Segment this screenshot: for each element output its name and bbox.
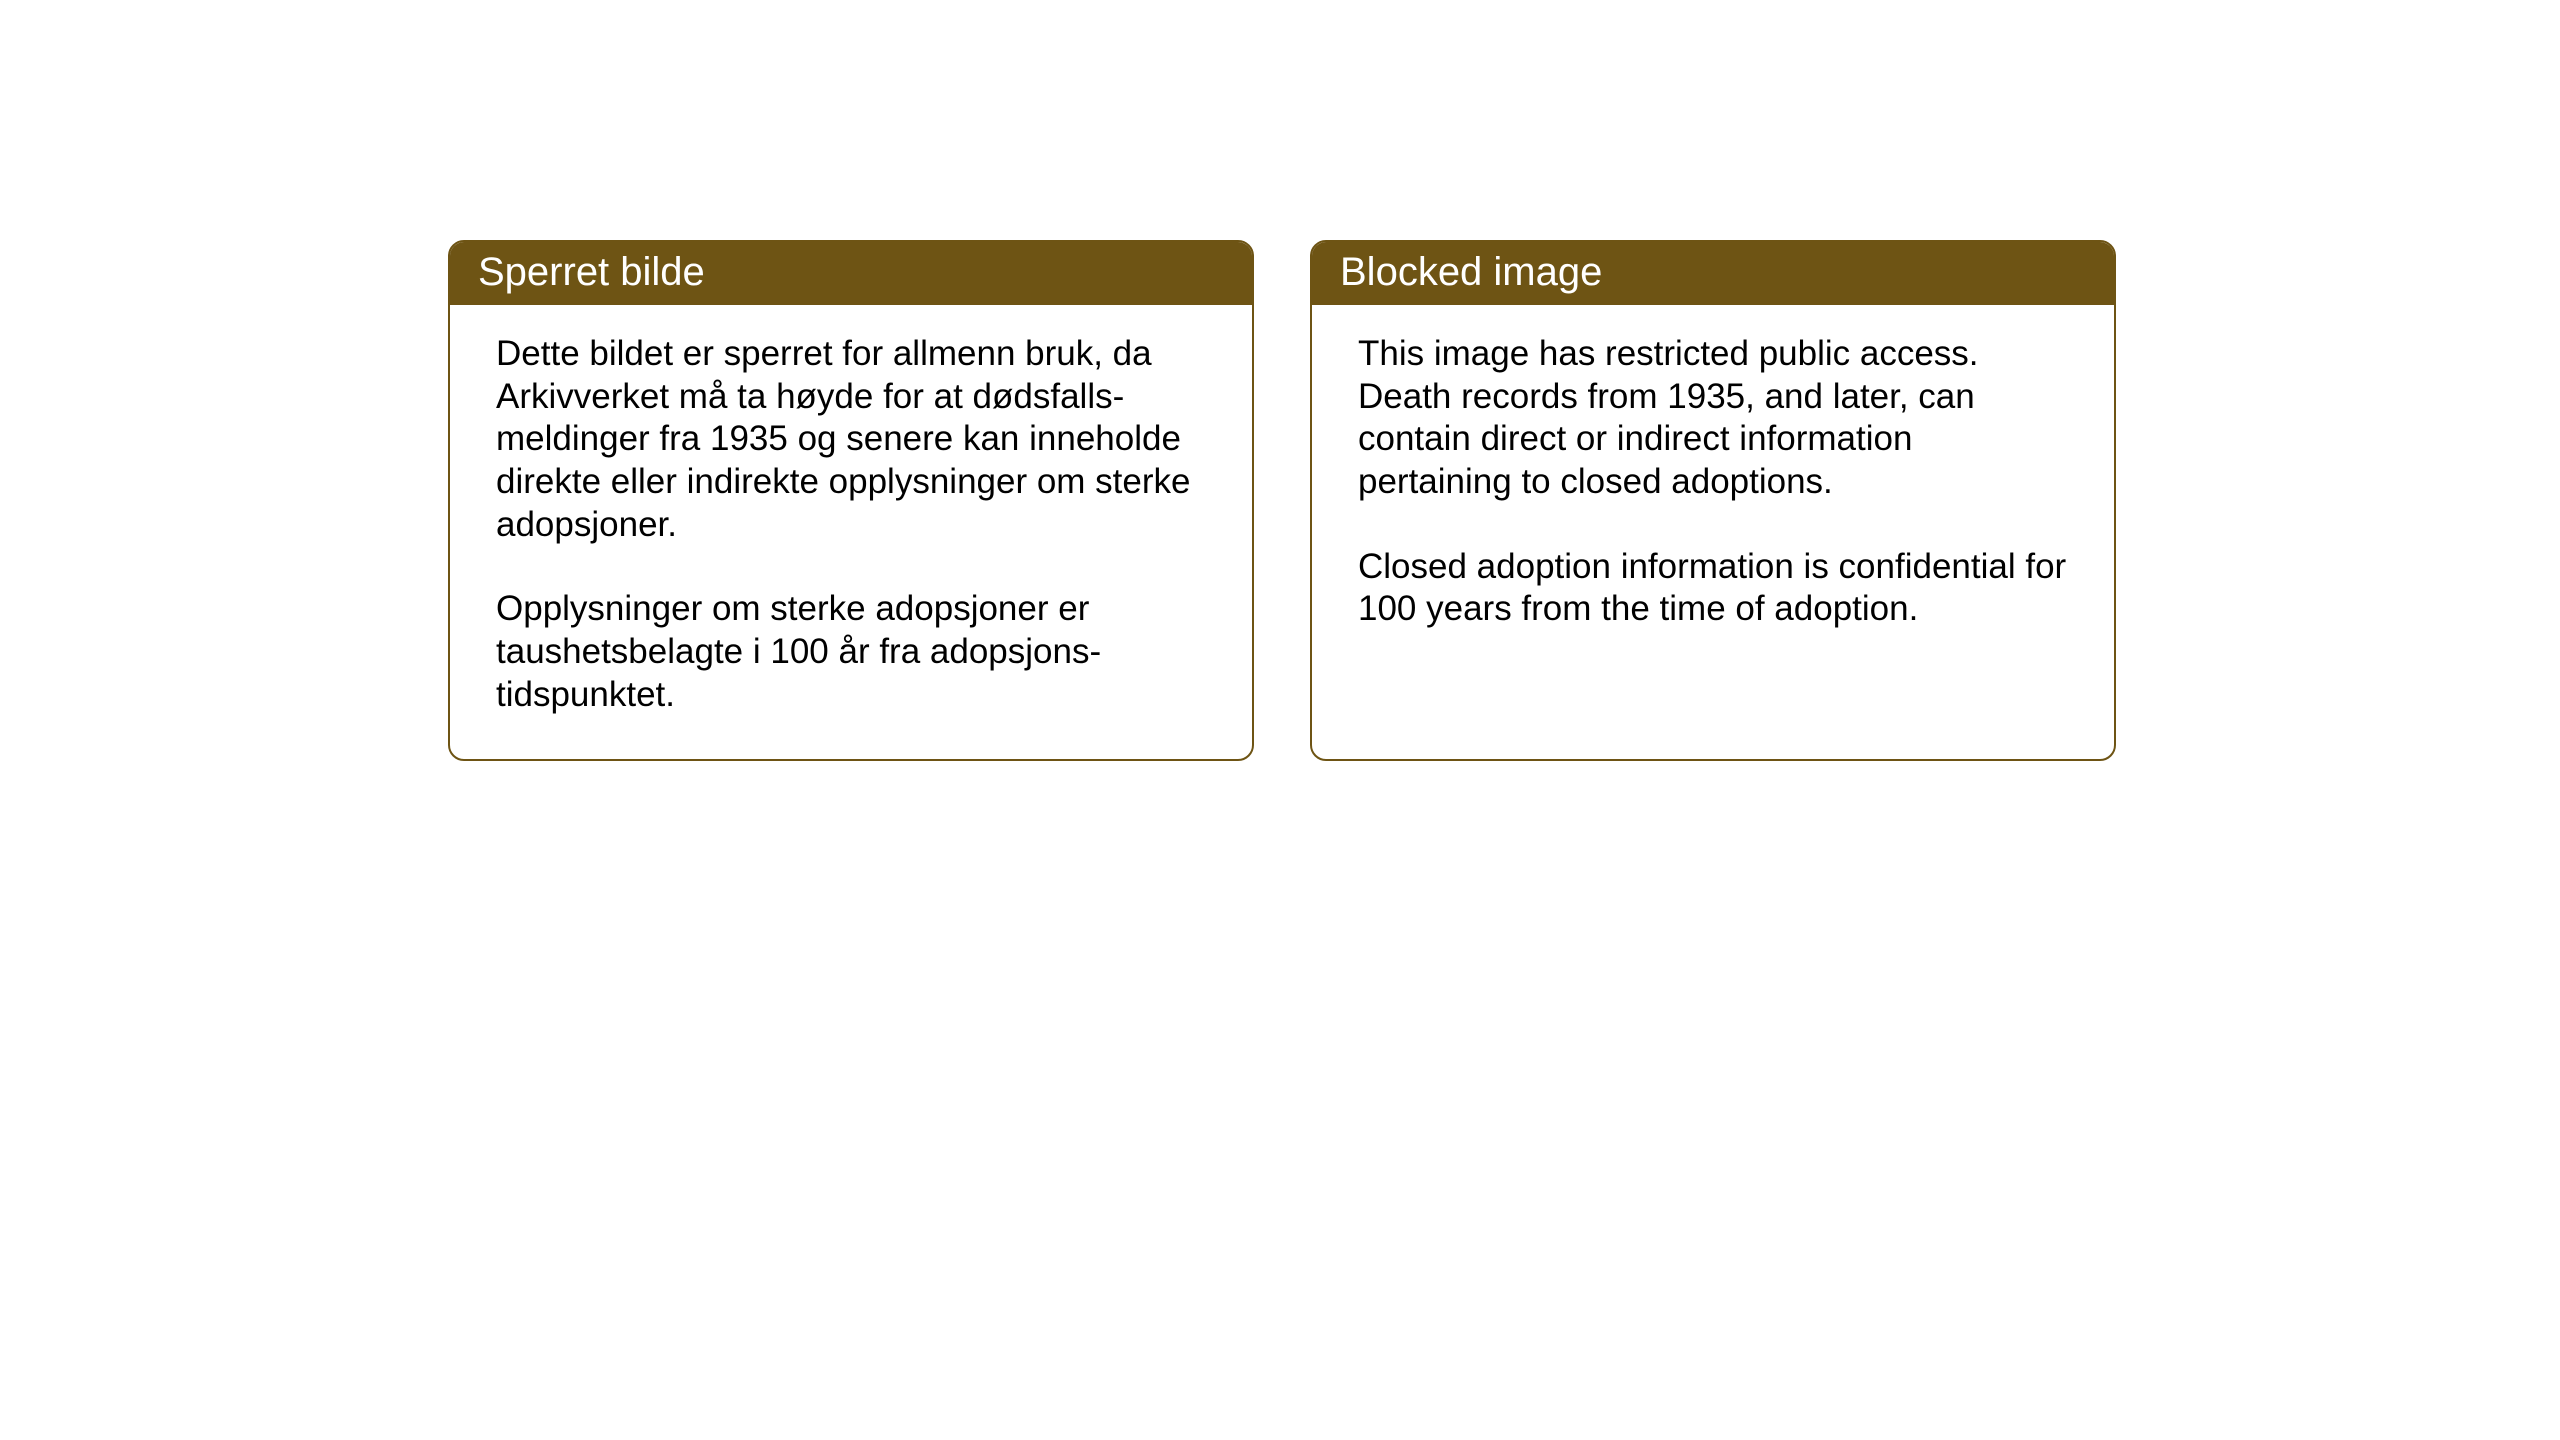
notice-card-norwegian: Sperret bilde Dette bildet er sperret fo… xyxy=(448,240,1254,761)
notice-card-header-no: Sperret bilde xyxy=(450,242,1252,305)
notice-card-english: Blocked image This image has restricted … xyxy=(1310,240,2116,761)
notice-paragraph-1-no: Dette bildet er sperret for allmenn bruk… xyxy=(496,333,1206,546)
notice-card-header-en: Blocked image xyxy=(1312,242,2114,305)
notice-paragraph-2-en: Closed adoption information is confident… xyxy=(1358,546,2068,631)
notice-container: Sperret bilde Dette bildet er sperret fo… xyxy=(448,240,2116,761)
notice-card-body-en: This image has restricted public access.… xyxy=(1312,305,2114,673)
notice-paragraph-1-en: This image has restricted public access.… xyxy=(1358,333,2068,504)
notice-card-body-no: Dette bildet er sperret for allmenn bruk… xyxy=(450,305,1252,759)
notice-paragraph-2-no: Opplysninger om sterke adopsjoner er tau… xyxy=(496,588,1206,716)
